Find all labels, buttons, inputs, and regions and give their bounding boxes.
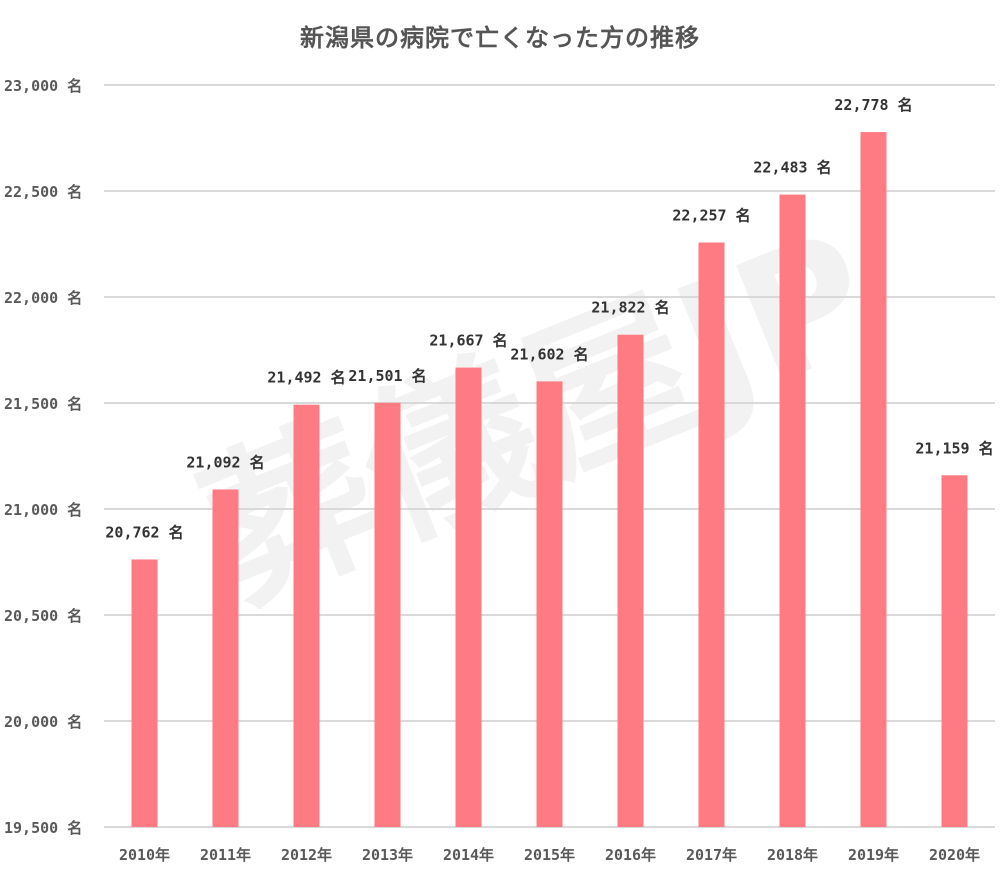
x-tick-label: 2019年 — [848, 846, 899, 864]
y-tick-label: 19,500 名 — [4, 819, 82, 837]
bar — [941, 475, 968, 827]
data-label: 21,092 名 — [186, 453, 264, 471]
bar — [617, 334, 644, 827]
data-label: 21,159 名 — [915, 439, 993, 457]
data-label: 21,822 名 — [591, 299, 669, 317]
bar — [131, 559, 158, 827]
y-tick-label: 22,000 名 — [4, 289, 82, 307]
x-axis-ticks: 2010年 2011年 2012年 2013年 2014年 2015年 2016年 2017年… — [119, 846, 980, 864]
y-tick-label: 20,000 名 — [4, 713, 82, 731]
data-label: 21,602 名 — [510, 345, 588, 363]
x-tick-label: 2012年 — [281, 846, 332, 864]
y-tick-label: 20,500 名 — [4, 607, 82, 625]
y-axis-ticks: 19,500 名 20,000 名 20,500 名 21,000 名 21,500 名… — [4, 77, 82, 837]
bar — [698, 242, 725, 828]
data-label: 20,762 名 — [105, 523, 183, 541]
bar — [779, 194, 806, 827]
x-tick-label: 2010年 — [119, 846, 170, 864]
data-label: 22,257 名 — [672, 207, 750, 225]
data-label: 21,667 名 — [429, 332, 507, 350]
chart-title: 新潟県の病院で亡くなった方の推移 — [300, 24, 700, 52]
x-tick-label: 2020年 — [929, 846, 980, 864]
data-label: 21,492 名 — [267, 369, 345, 387]
x-tick-label: 2016年 — [605, 846, 656, 864]
bar — [293, 404, 320, 827]
x-tick-label: 2018年 — [767, 846, 818, 864]
x-tick-label: 2011年 — [200, 846, 251, 864]
y-tick-label: 22,500 名 — [4, 183, 82, 201]
data-labels: 20,762 名 21,092 名 21,492 名 21,501 名21,667 名… — [105, 96, 993, 541]
data-label: 22,778 名 — [834, 96, 912, 114]
bar — [455, 367, 482, 827]
bar — [374, 402, 401, 827]
data-label: 21,501 名 — [348, 367, 426, 385]
y-tick-label: 23,000 名 — [4, 77, 82, 95]
x-tick-label: 2017年 — [686, 846, 737, 864]
x-tick-label: 2015年 — [524, 846, 575, 864]
y-tick-label: 21,000 名 — [4, 501, 82, 519]
bars — [131, 132, 968, 828]
x-tick-label: 2014年 — [443, 846, 494, 864]
bar — [860, 132, 887, 828]
x-tick-label: 2013年 — [362, 846, 413, 864]
y-tick-label: 21,500 名 — [4, 395, 82, 413]
bar — [536, 381, 563, 827]
data-label: 22,483 名 — [753, 159, 831, 177]
bar — [212, 489, 239, 827]
